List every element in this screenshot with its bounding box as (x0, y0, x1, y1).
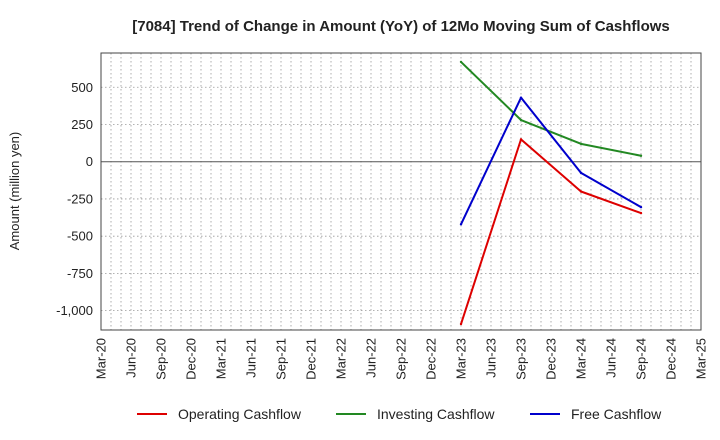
y-tick-label: -1,000 (56, 303, 93, 318)
x-tick-label: Dec-20 (184, 338, 199, 380)
investing-cashflow-point (579, 142, 583, 146)
x-tick-label: Dec-24 (664, 338, 679, 380)
y-tick-label: -500 (67, 229, 93, 244)
y-tick-label: 500 (71, 80, 93, 95)
x-tick-label: Dec-22 (424, 338, 439, 380)
x-tick-label: Sep-20 (154, 338, 169, 380)
y-tick-label: -250 (67, 191, 93, 206)
x-tick-label: Mar-24 (574, 338, 589, 379)
y-tick-label: 0 (86, 154, 93, 169)
x-tick-label: Mar-20 (94, 338, 109, 379)
x-tick-label: Jun-20 (124, 338, 139, 378)
free-cashflow-point (579, 171, 583, 175)
free-cashflow-line (460, 96, 642, 226)
legend-label-free-cashflow: Free Cashflow (571, 406, 662, 422)
x-tick-label: Dec-21 (304, 338, 319, 380)
x-tick-label: Jun-23 (484, 338, 499, 378)
investing-cashflow-point (519, 118, 523, 122)
x-tick-label: Mar-23 (454, 338, 469, 379)
series-layer (459, 60, 643, 326)
operating-cashflow-point (459, 322, 463, 326)
free-cashflow-point (639, 205, 643, 209)
y-tick-labels: 500 250 0 -250 -500 -750 -1,000 (56, 80, 93, 318)
x-tick-label: Sep-23 (514, 338, 529, 380)
x-tick-label: Mar-21 (214, 338, 229, 379)
free-cashflow-point (519, 96, 523, 99)
x-tick-label: Sep-21 (274, 338, 289, 380)
operating-cashflow-point (519, 138, 523, 141)
x-tick-labels: Mar-20 Jun-20 Sep-20 Dec-20 Mar-21 Jun-21 Sep-… (94, 338, 709, 380)
y-tick-label: 250 (71, 117, 93, 132)
x-tick-label: Sep-24 (634, 338, 649, 380)
investing-cashflow-point (639, 154, 643, 157)
investing-cashflow-line (460, 60, 642, 157)
y-tick-label: -750 (67, 266, 93, 281)
x-tick-label: Dec-23 (544, 338, 559, 380)
x-tick-label: Sep-22 (394, 338, 409, 380)
plot-frame (100, 52, 702, 331)
x-tick-label: Jun-22 (364, 338, 379, 378)
investing-cashflow-point (459, 60, 463, 64)
operating-cashflow-point (639, 211, 643, 215)
legend-label-operating-cashflow: Operating Cashflow (178, 406, 302, 422)
operating-cashflow-line (460, 138, 642, 326)
grid-layer (100, 53, 702, 330)
x-tick-label: Jun-21 (244, 338, 259, 378)
x-tick-label: Mar-25 (694, 338, 709, 379)
legend-label-investing-cashflow: Investing Cashflow (377, 406, 495, 422)
x-tick-label: Jun-24 (604, 338, 619, 378)
x-tick-label: Mar-22 (334, 338, 349, 379)
free-cashflow-point (459, 223, 463, 226)
y-axis-label: Amount (million yen) (7, 132, 22, 251)
operating-cashflow-point (579, 190, 583, 193)
chart-title: [7084] Trend of Change in Amount (YoY) o… (132, 18, 670, 35)
legend: Operating Cashflow Investing Cashflow Free… (137, 406, 662, 422)
